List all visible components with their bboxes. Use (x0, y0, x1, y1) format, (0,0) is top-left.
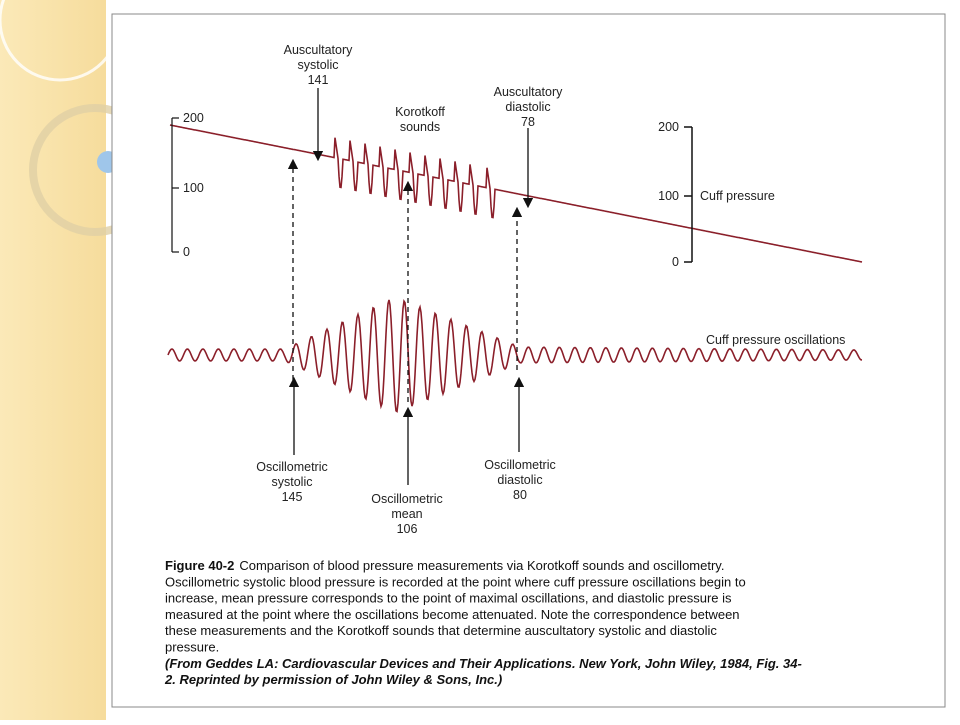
caption-line: pressure. (165, 640, 219, 655)
caption-text: Comparison of blood pressure measurement… (239, 558, 724, 573)
scale-label: 0 (672, 255, 679, 269)
annotation-line: 80 (513, 488, 527, 502)
oscillations-label: Cuff pressure oscillations (706, 333, 845, 347)
annotation-line: diastolic (505, 100, 550, 114)
annotation-line: 78 (521, 115, 535, 129)
scale-label: 200 (183, 111, 204, 125)
annotation-line: diastolic (497, 473, 542, 487)
caption-line: these measurements and the Korotkoff sou… (165, 623, 717, 638)
cuff-pressure-label: Cuff pressure (700, 189, 775, 203)
annotation-line: Oscillometric (371, 492, 443, 506)
scale-label: 0 (183, 245, 190, 259)
caption-line: measured at the point where the oscillat… (165, 607, 740, 622)
figure-label: Figure 40-2 (165, 558, 234, 573)
cuff-pressure-trace (169, 124, 863, 263)
annotation-line: sounds (400, 120, 440, 134)
annotation-line: 145 (282, 490, 303, 504)
annotation-line: Korotkoff (395, 105, 445, 119)
annotation-line: 106 (397, 522, 418, 536)
right-scale (684, 126, 693, 263)
scale-label: 100 (658, 189, 679, 203)
arrows (287, 88, 534, 485)
caption-source: 2. Reprinted by permission of John Wiley… (164, 672, 502, 687)
left-scale (171, 117, 179, 253)
caption-line: Oscillometric systolic blood pressure is… (165, 574, 746, 589)
caption-line: increase, mean pressure corresponds to t… (165, 591, 732, 606)
annotation-line: 141 (308, 73, 329, 87)
annotation-line: Auscultatory (494, 85, 564, 99)
caption-line: Figure 40-2 Comparison of blood pressure … (165, 558, 724, 573)
annotation-line: systolic (298, 58, 339, 72)
scale-label: 100 (183, 181, 204, 195)
annotation-line: Oscillometric (256, 460, 328, 474)
annotation-line: systolic (272, 475, 313, 489)
scale-label: 200 (658, 120, 679, 134)
annotation-line: Auscultatory (284, 43, 354, 57)
oscillation-trace (167, 298, 863, 413)
caption: Figure 40-2 Comparison of blood pressure … (164, 558, 802, 687)
annotation-line: Oscillometric (484, 458, 556, 472)
caption-source: (From Geddes LA: Cardiovascular Devices … (165, 656, 802, 671)
diagram: 200 100 0 200 100 0 Cuff pressure Cuff p… (167, 43, 863, 536)
annotation-line: mean (391, 507, 422, 521)
